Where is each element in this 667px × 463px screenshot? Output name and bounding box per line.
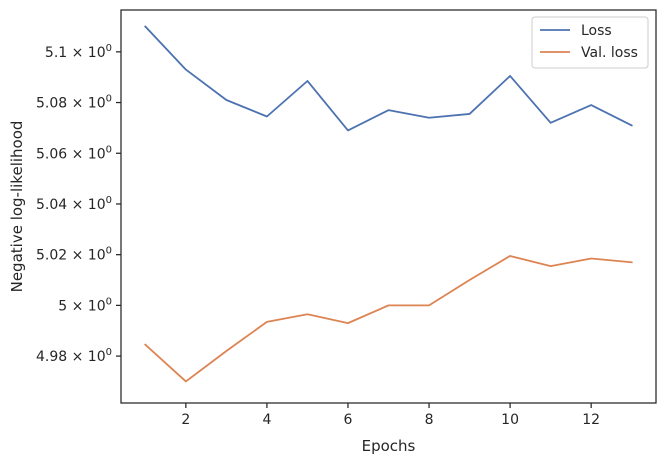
y-tick-label: 5 × 100 xyxy=(58,296,112,314)
series-line-0 xyxy=(144,25,633,132)
y-axis-label: Negative log-likelihood xyxy=(8,121,26,293)
x-axis-label: Epochs xyxy=(362,437,416,455)
y-tick-label: 5.08 × 100 xyxy=(36,94,112,112)
y-tick-label: 5.04 × 100 xyxy=(36,195,112,213)
y-tick-label: 5.06 × 100 xyxy=(36,144,112,162)
y-tick-label: 5.02 × 100 xyxy=(36,246,112,264)
plot-area-frame xyxy=(120,9,657,404)
x-tick-label: 6 xyxy=(344,412,353,428)
y-tick-label: 5.1 × 100 xyxy=(45,43,112,61)
x-tick-label: 8 xyxy=(425,412,434,428)
series-line-1 xyxy=(144,255,633,383)
y-axis-ticks: 4.98 × 100 5 × 100 5.02 × 100 5.04 × 100 5.0… xyxy=(36,43,121,365)
legend-label-0: Loss xyxy=(581,23,612,39)
y-tick-label: 4.98 × 100 xyxy=(36,347,112,365)
legend-label-1: Val. loss xyxy=(581,45,638,61)
x-tick-label: 10 xyxy=(501,412,519,428)
x-tick-label: 12 xyxy=(582,412,600,428)
x-axis-ticks: 2 4 6 8 10 12 xyxy=(181,403,600,428)
series-layer xyxy=(144,25,633,383)
x-tick-label: 4 xyxy=(262,412,271,428)
legend: Loss Val. loss xyxy=(531,16,649,69)
x-tick-label: 2 xyxy=(181,412,190,428)
